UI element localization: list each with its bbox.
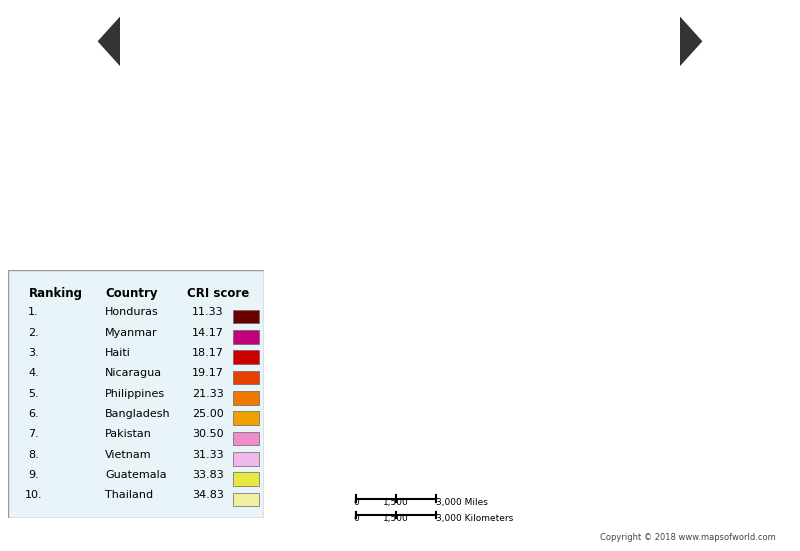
Text: 11.33: 11.33 — [192, 307, 224, 317]
Text: 0: 0 — [353, 498, 359, 507]
Text: 30.50: 30.50 — [192, 429, 224, 439]
Text: 1.: 1. — [28, 307, 39, 317]
Text: Nicaragua: Nicaragua — [106, 368, 162, 378]
Text: 4.: 4. — [28, 368, 39, 378]
FancyBboxPatch shape — [234, 310, 259, 323]
Text: Country: Country — [106, 288, 158, 300]
Text: Guatemala: Guatemala — [106, 470, 167, 480]
Text: 3.: 3. — [28, 348, 39, 358]
FancyBboxPatch shape — [234, 371, 259, 384]
Text: Copyright © 2018 www.mapsofworld.com: Copyright © 2018 www.mapsofworld.com — [600, 533, 776, 542]
FancyBboxPatch shape — [234, 391, 259, 404]
Text: 7.: 7. — [28, 429, 39, 439]
Text: Thailand: Thailand — [106, 490, 154, 500]
Polygon shape — [98, 17, 120, 66]
Text: 25.00: 25.00 — [192, 409, 224, 419]
Text: 19.17: 19.17 — [192, 368, 224, 378]
FancyBboxPatch shape — [234, 472, 259, 486]
Text: 10.: 10. — [25, 490, 42, 500]
Text: 0: 0 — [353, 514, 359, 523]
Text: Myanmar: Myanmar — [106, 327, 158, 338]
Text: 14.17: 14.17 — [192, 327, 224, 338]
Text: Philippines: Philippines — [106, 388, 166, 398]
Text: 33.83: 33.83 — [192, 470, 224, 480]
Text: 3,000 Kilometers: 3,000 Kilometers — [436, 514, 514, 523]
Text: 8.: 8. — [28, 450, 39, 460]
FancyBboxPatch shape — [234, 330, 259, 344]
FancyBboxPatch shape — [234, 350, 259, 364]
Text: 5.: 5. — [28, 388, 39, 398]
Text: 2.: 2. — [28, 327, 39, 338]
Text: CRI score: CRI score — [187, 288, 250, 300]
Text: Global Climate Risk Index, 2017: Global Climate Risk Index, 2017 — [201, 31, 599, 51]
Text: Bangladesh: Bangladesh — [106, 409, 171, 419]
Text: Vietnam: Vietnam — [106, 450, 152, 460]
Text: 21.33: 21.33 — [192, 388, 224, 398]
Text: 9.: 9. — [28, 470, 39, 480]
Text: Honduras: Honduras — [106, 307, 159, 317]
Text: Pakistan: Pakistan — [106, 429, 152, 439]
Text: 1,500: 1,500 — [383, 498, 409, 507]
Polygon shape — [680, 17, 702, 66]
Text: 6.: 6. — [28, 409, 39, 419]
FancyBboxPatch shape — [234, 452, 259, 466]
FancyBboxPatch shape — [234, 411, 259, 425]
Text: 34.83: 34.83 — [192, 490, 224, 500]
Text: 3,000 Miles: 3,000 Miles — [436, 498, 488, 507]
FancyBboxPatch shape — [8, 270, 264, 518]
FancyBboxPatch shape — [234, 431, 259, 445]
Text: 1,500: 1,500 — [383, 514, 409, 523]
Text: 31.33: 31.33 — [192, 450, 224, 460]
Text: Haiti: Haiti — [106, 348, 131, 358]
Text: Ranking: Ranking — [29, 288, 82, 300]
FancyBboxPatch shape — [234, 493, 259, 506]
Text: 18.17: 18.17 — [192, 348, 224, 358]
